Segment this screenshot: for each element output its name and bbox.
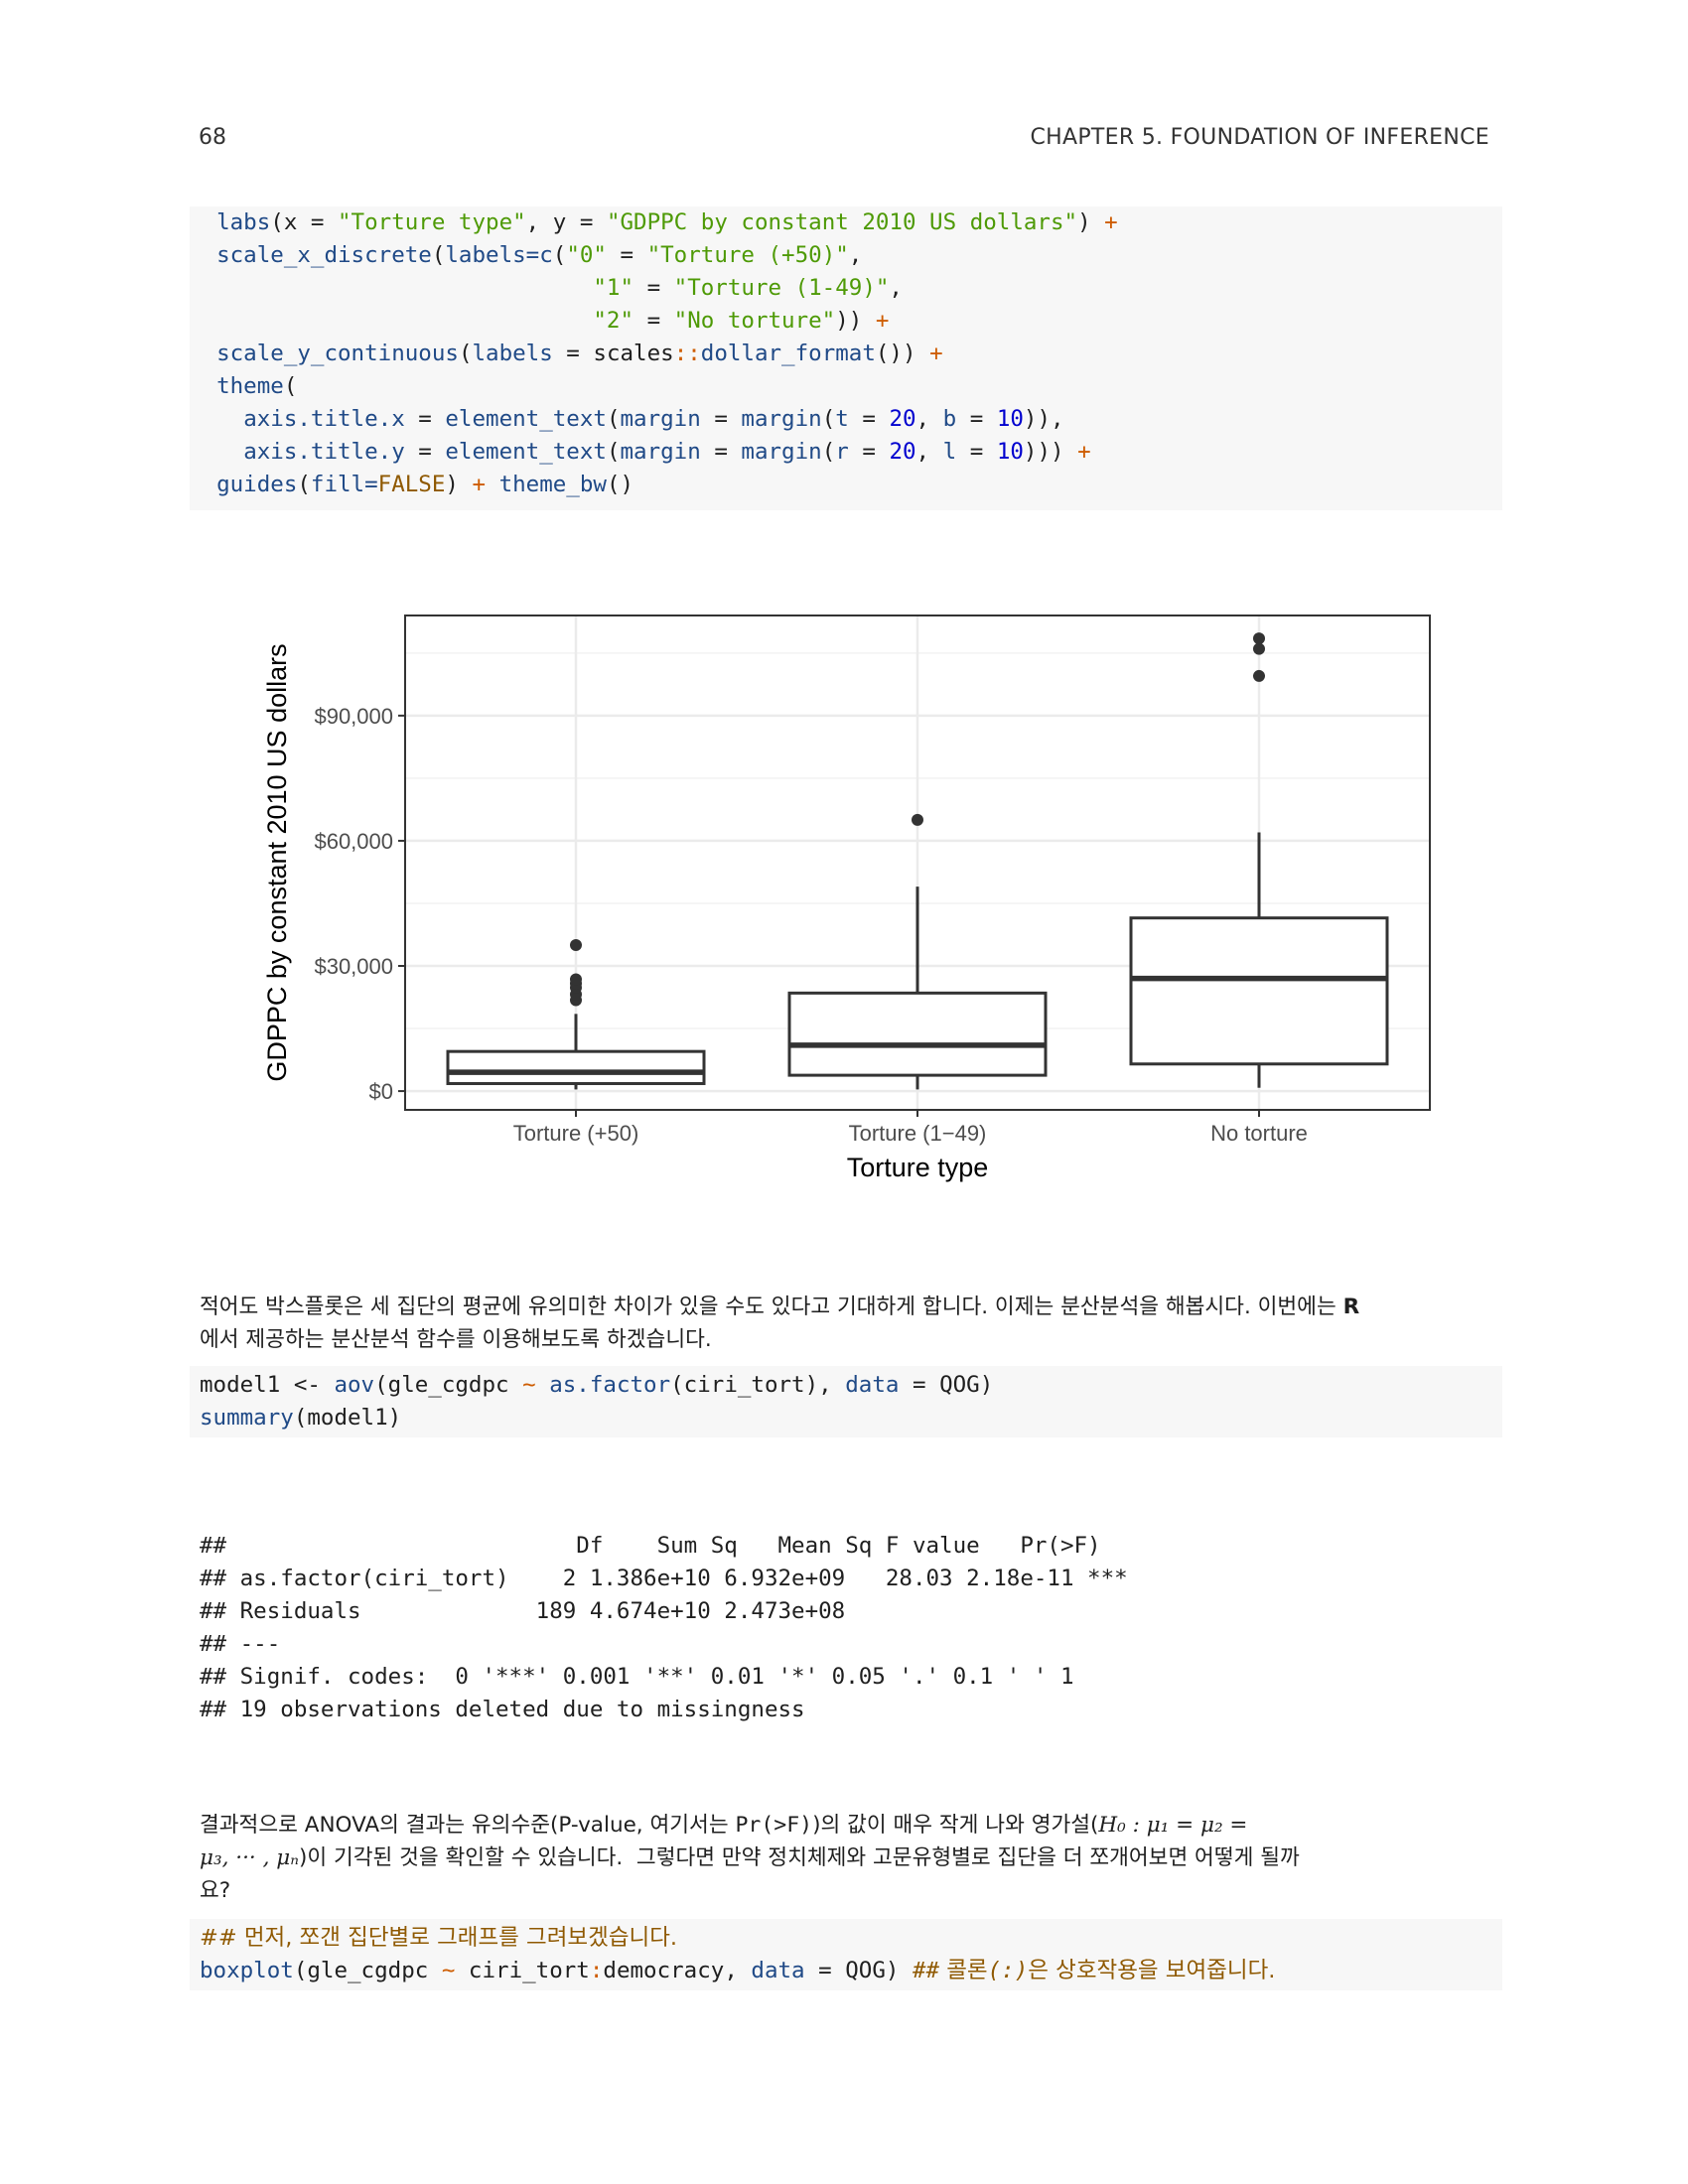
y-axis-title: GDPPC by constant 2010 US dollars (262, 643, 292, 1081)
outlier-point (570, 939, 582, 951)
code-block-ggplot: labs(x = "Torture type", y = "GDPPC by c… (190, 206, 1502, 510)
output-line: ## as.factor(ciri_tort) 2 1.386e+10 6.93… (200, 1566, 1128, 1591)
y-tick-label: $30,000 (314, 954, 393, 979)
code-line: "1" = "Torture (1-49)", (593, 275, 903, 301)
code-line: model1 <- aov(gle_cgdpc ~ as.factor(ciri… (200, 1372, 994, 1398)
outlier-point (1253, 632, 1265, 645)
code-line: "2" = "No torture")) + (593, 308, 890, 334)
code-line: guides(fill=FALSE) + theme_bw() (216, 472, 634, 497)
x-tick-label: Torture (+50) (513, 1121, 639, 1146)
paragraph-line: 적어도 박스플롯은 세 집단의 평균에 유의미한 차이가 있을 수도 있다고 기… (200, 1295, 1360, 1319)
code-block-boxplot: ## 먼저, 쪼갠 집단별로 그래프를 그려보겠습니다. boxplot(gle… (190, 1919, 1502, 1990)
box-iqr (446, 1049, 706, 1086)
code-line: theme( (216, 373, 298, 399)
output-line: ## Residuals 189 4.674e+10 2.473e+08 (200, 1598, 1128, 1624)
box-iqr (787, 991, 1048, 1077)
x-tick-label: No torture (1210, 1121, 1308, 1146)
code-line: axis.title.x = element_text(margin = mar… (243, 406, 1064, 432)
box-iqr (1129, 916, 1389, 1066)
anova-output: ## Df Sum Sq Mean Sq F value Pr(>F) ## a… (200, 1530, 1490, 1728)
code-line: scale_y_continuous(labels = scales::doll… (216, 341, 943, 366)
outlier-point (1253, 642, 1265, 655)
output-line: ## Df Sum Sq Mean Sq F value Pr(>F) (200, 1533, 1155, 1559)
y-tick-label: $90,000 (314, 704, 393, 729)
x-axis-title: Torture type (847, 1153, 989, 1182)
output-line: ## Signif. codes: 0 '***' 0.001 '**' 0.0… (200, 1664, 1074, 1690)
y-tick-label: $60,000 (314, 829, 393, 854)
paragraph-intro-anova: 적어도 박스플롯은 세 집단의 평균에 유의미한 차이가 있을 수도 있다고 기… (200, 1291, 1490, 1360)
paragraph-line: 결과적으로 ANOVA의 결과는 유의수준(P-value, 여기서는 Pr(>… (200, 1813, 1248, 1838)
paragraph-line: 요? (200, 1878, 231, 1903)
outlier-point (1253, 669, 1265, 682)
y-tick-label: $0 (369, 1079, 393, 1104)
code-line: summary(model1) (200, 1405, 402, 1431)
boxplot-chart: $0 $30,000 $60,000 $90,000 Torture (+50) Tort… (262, 614, 1431, 1182)
paragraph-line: 에서 제공하는 분산분석 함수를 이용해보도록 하겠습니다. (200, 1327, 712, 1352)
output-line: ## --- (200, 1631, 281, 1657)
outlier-point (570, 973, 582, 986)
x-tick-label: Torture (1−49) (849, 1121, 987, 1146)
code-line: ## 먼저, 쪼갠 집단별로 그래프를 그려보겠습니다. (200, 1925, 678, 1951)
chapter-title: CHAPTER 5. FOUNDATION OF INFERENCE (1030, 125, 1489, 150)
code-block-aov: model1 <- aov(gle_cgdpc ~ as.factor(ciri… (190, 1366, 1502, 1437)
output-line: ## 19 observations deleted due to missin… (200, 1697, 805, 1722)
outlier-point (912, 813, 923, 826)
code-line: boxplot(gle_cgdpc ~ ciri_tort:democracy,… (200, 1958, 1276, 1983)
paragraph-line: μ₃, ··· , μₙ)이 기각된 것을 확인할 수 있습니다. 그렇다면 만… (200, 1845, 1300, 1870)
page-number: 68 (199, 125, 226, 150)
code-line: scale_x_discrete(labels=c("0" = "Torture… (216, 242, 863, 268)
paragraph-anova-result: 결과적으로 ANOVA의 결과는 유의수준(P-value, 여기서는 Pr(>… (200, 1809, 1490, 1918)
page-header: 68 CHAPTER 5. FOUNDATION OF INFERENCE (199, 125, 1489, 157)
code-line: labs(x = "Torture type", y = "GDPPC by c… (216, 209, 1118, 235)
code-line: axis.title.y = element_text(margin = mar… (243, 439, 1091, 465)
